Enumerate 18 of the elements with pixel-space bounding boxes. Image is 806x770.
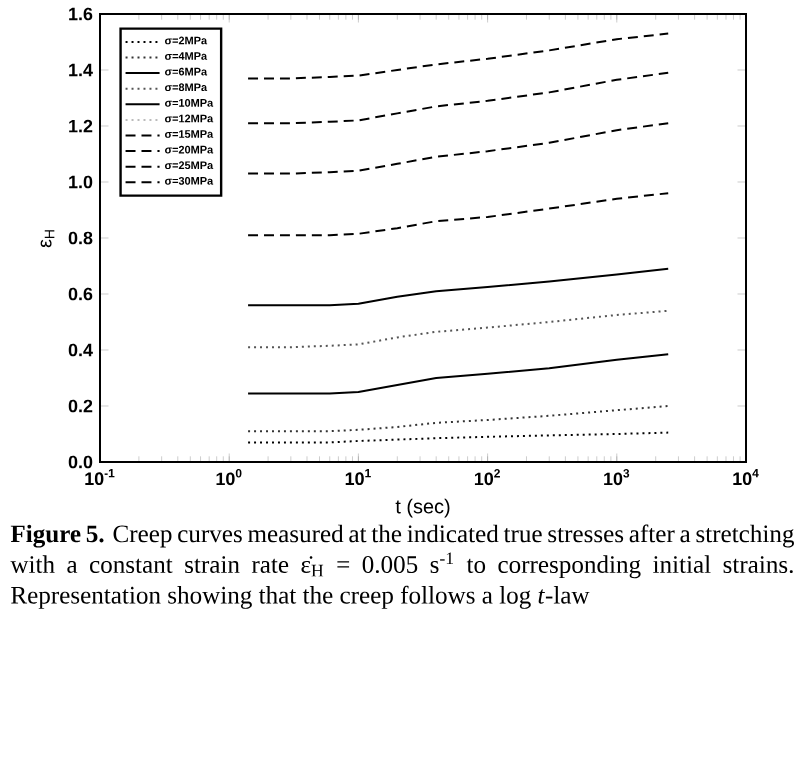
x-tick-label: 10$^{2}$ (474, 469, 500, 486)
x-tick-label: 10$^{4}$ (733, 469, 759, 486)
x-tick-label: 10$^{1}$ (345, 469, 371, 486)
y-tick-label: 0.2 (68, 399, 93, 413)
y-tick-label: 0.0 (68, 455, 93, 469)
y-tick-label: 1.4 (69, 63, 93, 77)
x-tick-label: 10$^{3}$ (604, 469, 630, 486)
y-tick-label: 0.8 (68, 231, 93, 245)
x-tick-label: 10$^{-1}$ (85, 469, 115, 486)
y-axis-title: ε$_{H}$ (40, 230, 55, 248)
x-tick-label: 10$^{0}$ (216, 469, 242, 486)
y-tick-label: 0.6 (68, 287, 93, 301)
x-axis-title: t (sec) (395, 498, 450, 518)
y-tick-label: 1.6 (69, 7, 93, 21)
y-tick-label: 1.0 (69, 175, 93, 189)
text: Figure 5. Creep curves measured at the indicated true stresses after a stretching with a constant strain rate ε̇$_{H}$ = 0.005 s$^{-1}$ to corresponding initial strains. Representation showing that the creep follows a log t-law (10, 524, 794, 609)
y-tick-label: 1.2 (69, 119, 93, 133)
y-tick-label: 0.4 (68, 343, 93, 357)
